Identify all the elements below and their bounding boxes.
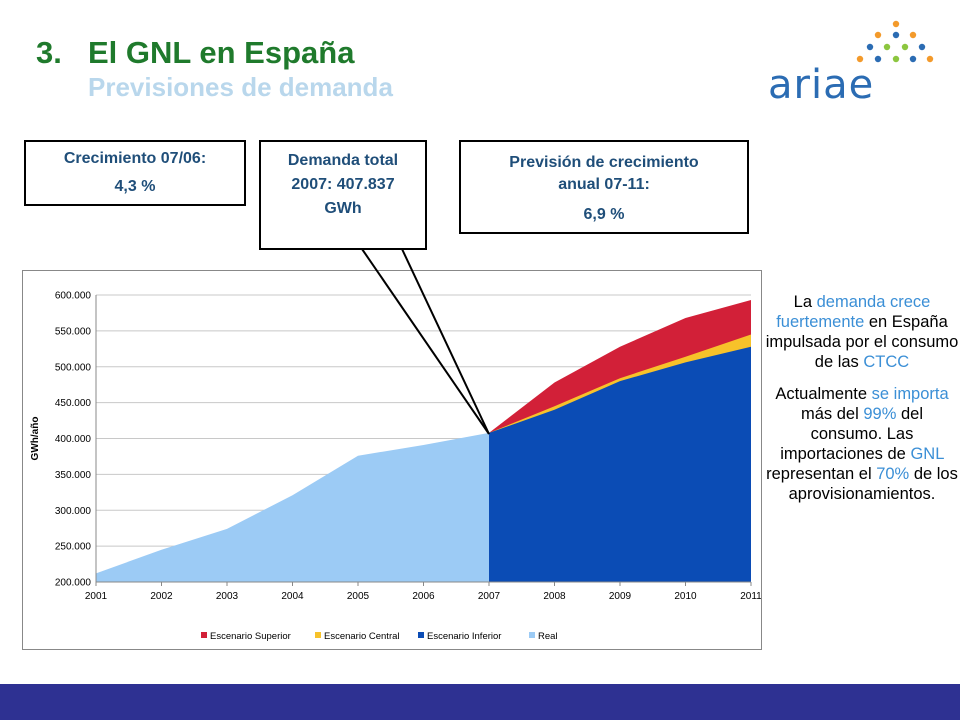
x-tick-label: 2011 [740, 591, 761, 602]
forecast-callout: Previsión de crecimiento anual 07-11: 6,… [459, 140, 749, 234]
y-tick-label: 250.000 [55, 542, 92, 553]
x-tick-label: 2006 [412, 591, 435, 602]
side-p2-segment: más del [801, 405, 864, 423]
legend-swatch [315, 632, 321, 638]
side-p2-segment: representan el [766, 465, 877, 483]
y-tick-label: 450.000 [55, 398, 92, 409]
title-text: El GNL en España [88, 35, 355, 70]
side-p2-segment: Actualmente [775, 385, 872, 403]
y-tick-label: 350.000 [55, 470, 92, 481]
legend-label: Real [538, 631, 558, 642]
x-tick-label: 2004 [281, 591, 304, 602]
section-number: 3. [36, 35, 62, 70]
y-axis-label: GWh/año [30, 417, 41, 461]
ariae-logo-text: ariae [768, 62, 875, 108]
y-tick-label: 300.000 [55, 506, 92, 517]
side-p2-segment: de los aprovisionamientos. [788, 465, 958, 503]
demand-line-2: 2007: 407.837 [291, 176, 395, 193]
x-tick-label: 2005 [347, 591, 370, 602]
y-tick-label: 400.000 [55, 434, 92, 445]
legend-swatch [418, 632, 424, 638]
series-area-real [96, 432, 489, 582]
side-p1-segment: CTCC [863, 353, 910, 371]
growth-callout: Crecimiento 07/06: 4,3 % [24, 140, 246, 206]
x-tick-label: 2002 [150, 591, 173, 602]
growth-label: Crecimiento 07/06: [63, 150, 207, 167]
x-tick-label: 2008 [543, 591, 566, 602]
x-tick-label: 2001 [85, 591, 108, 602]
x-tick-label: 2009 [609, 591, 632, 602]
total-demand-callout: Demanda total 2007: 407.837 GWh [259, 140, 427, 250]
side-p2-segment: GNL [910, 445, 944, 463]
legend-label: Escenario Inferior [427, 631, 501, 642]
demand-chart: 200.000 250.000 300.000 350.000 400.000 450.0… [30, 291, 762, 643]
y-tick-label: 600.000 [55, 291, 92, 302]
forecast-line-2: anual 07-11: [558, 176, 650, 193]
side-p1-segment: en España impulsada por el consumo de la… [765, 313, 959, 371]
side-p2-segment: del consumo. Las importaciones de [780, 405, 923, 463]
side-paragraph-1: La demanda crece fuertemente en España i… [764, 292, 960, 372]
chart-frame: 200.000 250.000 300.000 350.000 400.000 450.0… [22, 270, 762, 650]
legend-swatch [201, 632, 207, 638]
y-tick-label: 500.000 [55, 362, 92, 373]
side-p1-segment: demanda crece fuertemente [776, 293, 931, 331]
side-p2-segment: se importa [871, 385, 949, 403]
side-paragraph-2: Actualmente se importa más del 99% del c… [764, 384, 960, 504]
side-p2-segment: 99% [863, 405, 897, 423]
series-area-escenario-inferior [489, 346, 751, 582]
legend-label: Escenario Central [324, 631, 400, 642]
growth-value: 4,3 % [114, 178, 156, 195]
legend-label: Escenario Superior [210, 631, 291, 642]
side-notes: La demanda crece fuertemente en España i… [764, 292, 960, 516]
footer-bar [0, 684, 960, 720]
demand-line-3: GWh [324, 200, 362, 217]
x-tick-label: 2007 [478, 591, 501, 602]
legend-swatch [529, 632, 535, 638]
page-title: 3. El GNL en España [36, 36, 354, 70]
side-p1-segment: La [793, 293, 817, 311]
y-tick-label: 550.000 [55, 326, 92, 337]
forecast-value: 6,9 % [583, 206, 625, 223]
x-tick-label: 2010 [674, 591, 697, 602]
x-tick-label: 2003 [216, 591, 239, 602]
forecast-line-1: Previsión de crecimiento [509, 154, 699, 171]
page-subtitle: Previsiones de demanda [88, 72, 393, 102]
demand-line-1: Demanda total [287, 152, 399, 169]
y-tick-label: 200.000 [55, 578, 92, 589]
side-p2-segment: 70% [876, 465, 910, 483]
ariae-logo-dots-icon [856, 20, 934, 63]
